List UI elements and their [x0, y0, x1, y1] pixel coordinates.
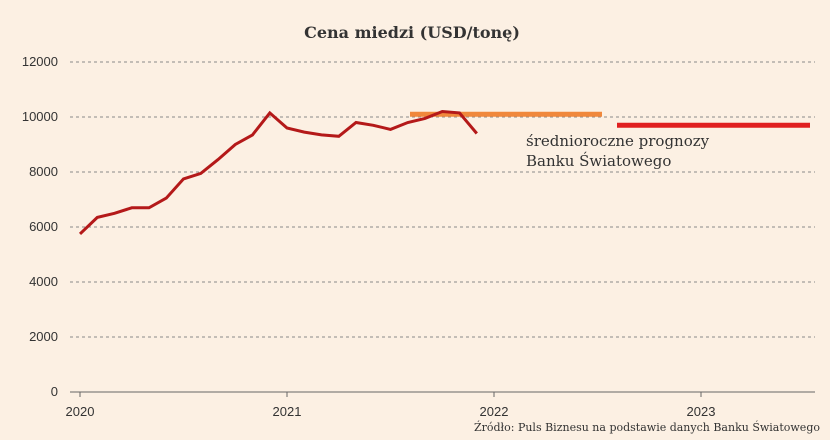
y-tick-label-4000: 4000 [29, 274, 58, 289]
x-tick-label-2022: 2022 [480, 404, 509, 419]
chart-title: Cena miedzi (USD/tonę) [304, 23, 520, 42]
forecast-annotation-line-1: średnioroczne prognozy [526, 132, 710, 150]
y-tick-label-10000: 10000 [22, 109, 58, 124]
x-tick-label-2023: 2023 [687, 404, 716, 419]
grid-lines [70, 61, 815, 393]
source-note: Źródło: Puls Biznesu na podstawie danych… [474, 420, 820, 434]
forecast-lines [410, 111, 810, 128]
series-layer [78, 109, 478, 235]
series-line-0 [78, 109, 478, 235]
y-tick-label-0: 0 [51, 384, 58, 399]
x-axis-ticks: 2020 2021 2022 2023 [66, 392, 716, 419]
y-tick-label-2000: 2000 [29, 329, 58, 344]
y-tick-label-12000: 12000 [22, 54, 58, 69]
y-tick-label-6000: 6000 [29, 219, 58, 234]
x-tick-label-2021: 2021 [273, 404, 302, 419]
x-tick-label-2020: 2020 [66, 404, 95, 419]
forecast-annotation-line-2: Banku Światowego [526, 152, 671, 170]
y-tick-label-8000: 8000 [29, 164, 58, 179]
y-axis-ticks: 0 2000 4000 6000 8000 10000 12000 [22, 54, 58, 399]
